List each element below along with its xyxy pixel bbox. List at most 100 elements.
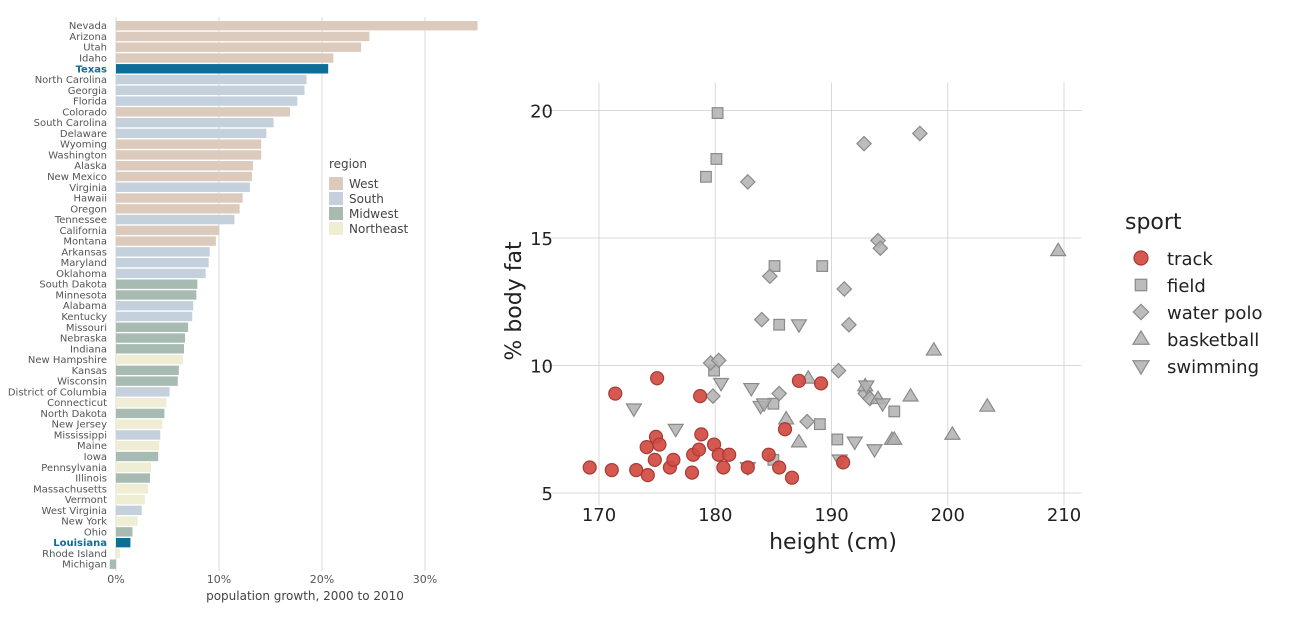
bar-oregon: [116, 204, 240, 214]
category-label-vermont: Vermont: [65, 495, 107, 506]
bar-mississippi: [116, 430, 161, 440]
point-track: [784, 470, 800, 485]
category-label-minnesota: Minnesota: [55, 290, 107, 301]
point-swimming: [857, 380, 875, 395]
bar-ohio: [116, 527, 133, 537]
category-label-delaware: Delaware: [60, 129, 107, 140]
bar-indiana: [116, 344, 184, 354]
point-swimming: [742, 382, 760, 398]
bar-district-of-columbia: [116, 387, 170, 397]
point-track: [693, 389, 708, 404]
bar-new-jersey: [116, 419, 163, 429]
bar-x-tick-label: 0%: [107, 573, 124, 586]
bar-alaska: [116, 161, 253, 171]
point-track: [722, 447, 737, 462]
category-label-nebraska: Nebraska: [60, 334, 107, 345]
point-track: [608, 386, 623, 401]
bar-south-dakota: [116, 279, 198, 289]
point-water-polo: [753, 311, 770, 328]
point-basketball: [777, 410, 795, 425]
point-water-polo: [830, 362, 847, 379]
bar-nevada: [116, 21, 478, 31]
category-label-kentucky: Kentucky: [61, 312, 107, 323]
legend-key-field: [1134, 278, 1148, 292]
category-label-district-of-columbia: District of Columbia: [8, 387, 107, 398]
category-label-texas: Texas: [76, 64, 107, 75]
point-swimming: [874, 398, 892, 413]
point-basketball: [925, 341, 943, 356]
point-water-polo: [771, 385, 788, 402]
bar-kansas: [116, 365, 179, 376]
bar-utah: [116, 42, 362, 52]
category-label-iowa: Iowa: [84, 452, 107, 463]
bar-chart-x-ticks: 0% 10% 20% 30%: [107, 573, 437, 586]
bar-montana: [116, 236, 216, 246]
category-label-wisconsin: Wisconsin: [57, 377, 107, 388]
bar-michigan: [109, 559, 116, 569]
scatter-legend: sport track field water polo basketball swim…: [1125, 210, 1262, 378]
point-track: [639, 440, 654, 455]
point-track: [761, 447, 776, 462]
scatter-y-tick-label: 10: [530, 357, 553, 378]
category-label-north-carolina: North Carolina: [35, 75, 107, 86]
legend-swatch-midwest: [329, 207, 343, 220]
bar-maryland: [116, 257, 209, 268]
legend-label-basketball: basketball: [1167, 330, 1259, 351]
point-swimming: [865, 444, 884, 459]
legend-key-track: [1133, 250, 1149, 266]
point-field: [831, 433, 844, 446]
category-label-florida: Florida: [73, 97, 107, 108]
bar-iowa: [116, 451, 159, 462]
category-label-oklahoma: Oklahoma: [56, 269, 107, 280]
point-track: [640, 468, 655, 483]
bar-chart-bars: [109, 21, 478, 569]
bar-pennsylvania: [116, 462, 152, 472]
point-water-polo: [761, 268, 778, 285]
point-track: [777, 422, 793, 437]
point-field: [888, 405, 901, 418]
bar-wisconsin: [116, 376, 178, 386]
scatter-x-tick-label: 170: [582, 505, 616, 526]
bar-x-tick-label: 20%: [310, 573, 334, 586]
bar-north-carolina: [116, 74, 307, 85]
point-water-polo: [799, 413, 816, 430]
bar-tennessee: [116, 214, 235, 225]
category-label-colorado: Colorado: [62, 107, 107, 118]
bar-nebraska: [116, 333, 186, 343]
point-swimming: [625, 403, 643, 418]
point-track: [836, 455, 851, 470]
point-water-polo: [739, 173, 756, 190]
point-water-polo: [704, 388, 721, 405]
bar-chart-x-axis-label: population growth, 2000 to 2010: [206, 589, 404, 603]
category-label-south-carolina: South Carolina: [34, 118, 107, 129]
bar-north-dakota: [116, 408, 165, 419]
bar-new-hampshire: [116, 354, 183, 365]
category-label-maine: Maine: [77, 441, 107, 452]
point-track: [791, 373, 807, 388]
bar-massachusetts: [116, 484, 148, 494]
scatter-y-axis-label: % body fat: [502, 241, 527, 361]
legend-key-swimming: [1131, 360, 1151, 376]
legend-label-swimming: swimming: [1167, 357, 1259, 378]
point-field: [813, 418, 826, 431]
point-basketball: [885, 430, 903, 445]
legend-label-midwest: Midwest: [349, 207, 399, 221]
category-label-kansas: Kansas: [72, 366, 107, 377]
bar-south-carolina: [116, 117, 274, 128]
point-field: [816, 260, 829, 272]
point-basketball: [902, 387, 920, 402]
point-track: [647, 452, 662, 467]
bar-oklahoma: [116, 268, 206, 279]
category-label-rhode-island: Rhode Island: [42, 549, 107, 560]
point-water-polo: [840, 316, 857, 333]
scatter-y-tick-label: 20: [530, 102, 553, 123]
legend-swatch-south: [329, 192, 343, 205]
scatter-x-axis-label: height (cm): [769, 530, 897, 555]
point-swimming: [667, 423, 685, 438]
scatter-x-tick-label: 180: [698, 505, 732, 526]
scatter-chart: 170 180 190 200 210 5 10 15 20 height (cm) % bod…: [502, 82, 1262, 555]
scatter-axis-ticks: 170 180 190 200 210 5 10 15 20: [530, 102, 1081, 527]
legend-label-track: track: [1167, 249, 1213, 270]
category-label-georgia: Georgia: [68, 86, 107, 97]
